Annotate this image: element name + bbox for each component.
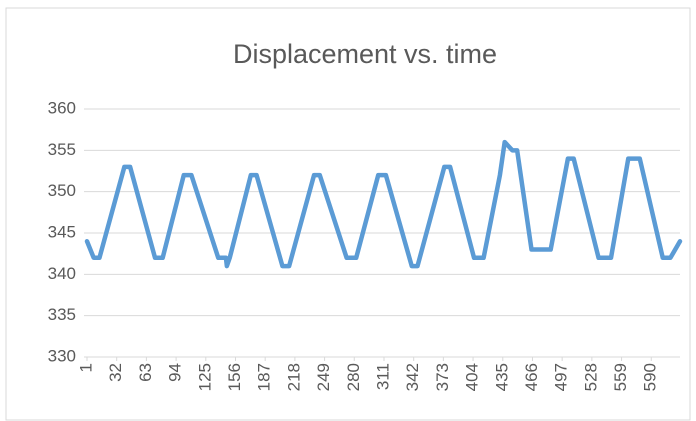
x-tick-label: 528 — [581, 363, 600, 391]
x-tick-label: 125 — [195, 363, 214, 391]
y-tick-label: 355 — [48, 140, 76, 159]
x-tick-label: 187 — [255, 363, 274, 391]
x-tick-label: 156 — [225, 363, 244, 391]
x-tick-label: 435 — [492, 363, 511, 391]
y-tick-label: 340 — [48, 264, 76, 283]
x-tick-label: 311 — [373, 363, 392, 390]
chart-title: Displacement vs. time — [233, 39, 497, 69]
x-tick-label: 218 — [284, 363, 303, 391]
data-line — [84, 139, 683, 269]
x-tick-label: 249 — [314, 363, 333, 391]
x-tick-label: 342 — [403, 363, 422, 391]
y-tick-label: 330 — [48, 346, 76, 365]
y-tick-label: 360 — [48, 98, 76, 117]
x-tick-label: 32 — [106, 363, 125, 382]
x-tick-label: 63 — [136, 363, 155, 382]
x-tick-label: 497 — [552, 363, 571, 391]
y-tick-label: 350 — [48, 181, 76, 200]
y-tick-label: 335 — [48, 305, 76, 324]
x-tick-label: 373 — [433, 363, 452, 391]
x-tick-label: 466 — [522, 363, 541, 391]
x-tick-label: 590 — [641, 363, 660, 391]
x-tick-label: 1 — [76, 363, 95, 372]
x-tick-label: 280 — [344, 363, 363, 391]
y-tick-label: 345 — [48, 222, 76, 241]
x-tick-label: 404 — [463, 363, 482, 391]
x-tick-label: 94 — [166, 363, 185, 382]
chart-frame — [5, 7, 691, 421]
x-tick-label: 559 — [611, 363, 630, 391]
